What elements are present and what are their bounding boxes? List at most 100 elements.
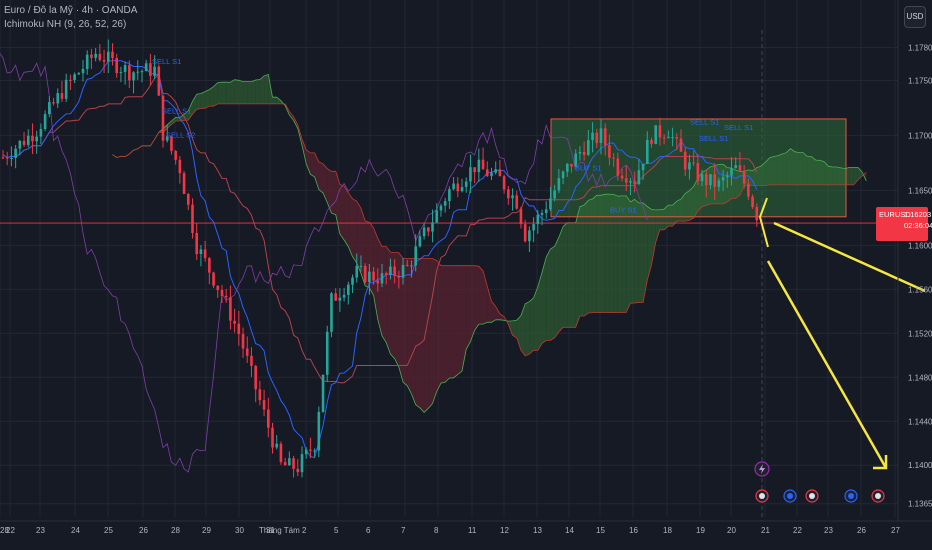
badge-price: 1.16203	[904, 210, 931, 219]
cloud-segment	[419, 258, 425, 413]
cloud-segment	[175, 117, 180, 121]
candle-body	[77, 73, 81, 75]
currency-button[interactable]: USD	[904, 6, 926, 28]
candle-body	[224, 295, 228, 298]
indicator-legend[interactable]: Ichimoku NH (9, 26, 52, 26)	[4, 19, 127, 30]
price-badge-bg	[876, 207, 928, 242]
candle-body	[203, 249, 207, 259]
price-axis[interactable]: 1.17800 1.17500 1.17000 1.16500 1.16000 1.156…	[897, 0, 932, 521]
signal-label: SELL S1	[152, 57, 181, 66]
candle-body	[56, 93, 60, 104]
candle-body	[595, 132, 599, 143]
candle-body	[709, 174, 712, 186]
cloud-segment	[643, 202, 648, 303]
arrow-head-left	[758, 197, 769, 248]
cloud-segment	[533, 286, 538, 351]
cloud-segment	[217, 82, 222, 104]
candle-body	[574, 153, 578, 167]
candle-body	[549, 198, 552, 210]
candle-body	[157, 66, 161, 96]
candle-body	[355, 266, 359, 278]
price-tick-label: 1.15200	[908, 329, 932, 338]
time-tick-label: 16	[629, 526, 638, 535]
cloud-segment	[251, 80, 256, 104]
cloud-segment	[407, 258, 412, 394]
arrow-line-right	[773, 221, 926, 293]
signal-label: SELL S1	[699, 134, 728, 143]
symbol-title: Euro / Đô la Mỹ · 4h · OANDA	[4, 5, 138, 16]
candle-body	[389, 266, 392, 276]
cloud-segment	[495, 306, 500, 320]
cloud-segment	[634, 199, 639, 303]
price-tick-label: 1.14000	[908, 461, 932, 470]
candle-body	[237, 323, 241, 335]
cloud-segment	[243, 81, 248, 104]
grid-lines	[0, 0, 898, 521]
signal-label: SELL S1	[162, 106, 191, 115]
cloud-segment	[196, 93, 201, 110]
candle-body	[397, 275, 401, 278]
candle-body	[241, 334, 245, 349]
time-tick-label: 29	[202, 526, 211, 535]
cloud-segment	[226, 82, 231, 104]
candle-body	[578, 151, 582, 154]
cloud-segment	[259, 75, 265, 104]
signal-label: BUY S1	[575, 164, 602, 173]
candle-body	[565, 163, 569, 172]
candle-body	[507, 189, 510, 199]
price-tick-label: 1.14400	[908, 417, 932, 426]
candle-body	[18, 140, 22, 149]
time-tick-label: 24	[71, 526, 80, 535]
cloud-segment	[584, 200, 589, 317]
candle-body	[692, 162, 695, 164]
candle-body	[271, 427, 274, 448]
cloud-segment	[411, 258, 416, 405]
candle-body	[540, 213, 544, 215]
cloud-segment	[525, 301, 530, 356]
candle-body	[591, 132, 594, 141]
cloud-segment	[221, 82, 227, 104]
flag-icon	[787, 493, 793, 499]
candle-body	[599, 128, 603, 143]
candle-body	[515, 195, 519, 209]
candle-body	[393, 266, 396, 276]
candle-body	[35, 136, 38, 142]
cloud-segment	[369, 222, 374, 296]
candle-body	[582, 151, 586, 155]
cloud-segment	[339, 184, 345, 241]
cloud-segment	[849, 167, 854, 185]
cloud-segment	[575, 206, 580, 328]
candle-body	[22, 140, 26, 145]
candle-body	[747, 183, 750, 197]
time-tick-label: 28	[171, 526, 180, 535]
badge-countdown: 02:36:04	[904, 221, 932, 230]
price-tick-label: 1.14800	[908, 373, 932, 382]
time-tick-label: 22	[6, 526, 15, 535]
cloud-segment	[205, 89, 210, 109]
candle-body	[553, 190, 556, 199]
candle-body	[380, 273, 384, 284]
candle-body	[111, 51, 114, 58]
candle-body	[532, 224, 535, 231]
time-tick-label: 21	[761, 526, 770, 535]
cloud-segment	[398, 252, 404, 383]
cloud-segment	[520, 303, 526, 356]
time-tick-label: 26	[139, 526, 148, 535]
cloud-segment	[630, 199, 635, 304]
arrow-line-down	[766, 260, 888, 469]
candle-body	[704, 174, 708, 186]
candle-body	[195, 233, 199, 255]
cloud-segment	[289, 111, 294, 121]
candle-body	[178, 159, 182, 174]
candle-body	[519, 208, 523, 225]
candle-body	[637, 170, 641, 184]
cloud-segment	[255, 79, 260, 104]
candle-body	[119, 72, 123, 74]
event-icons[interactable]	[754, 461, 885, 503]
candle-body	[536, 214, 540, 225]
cloud-segment	[592, 195, 597, 313]
candle-body	[410, 265, 413, 267]
